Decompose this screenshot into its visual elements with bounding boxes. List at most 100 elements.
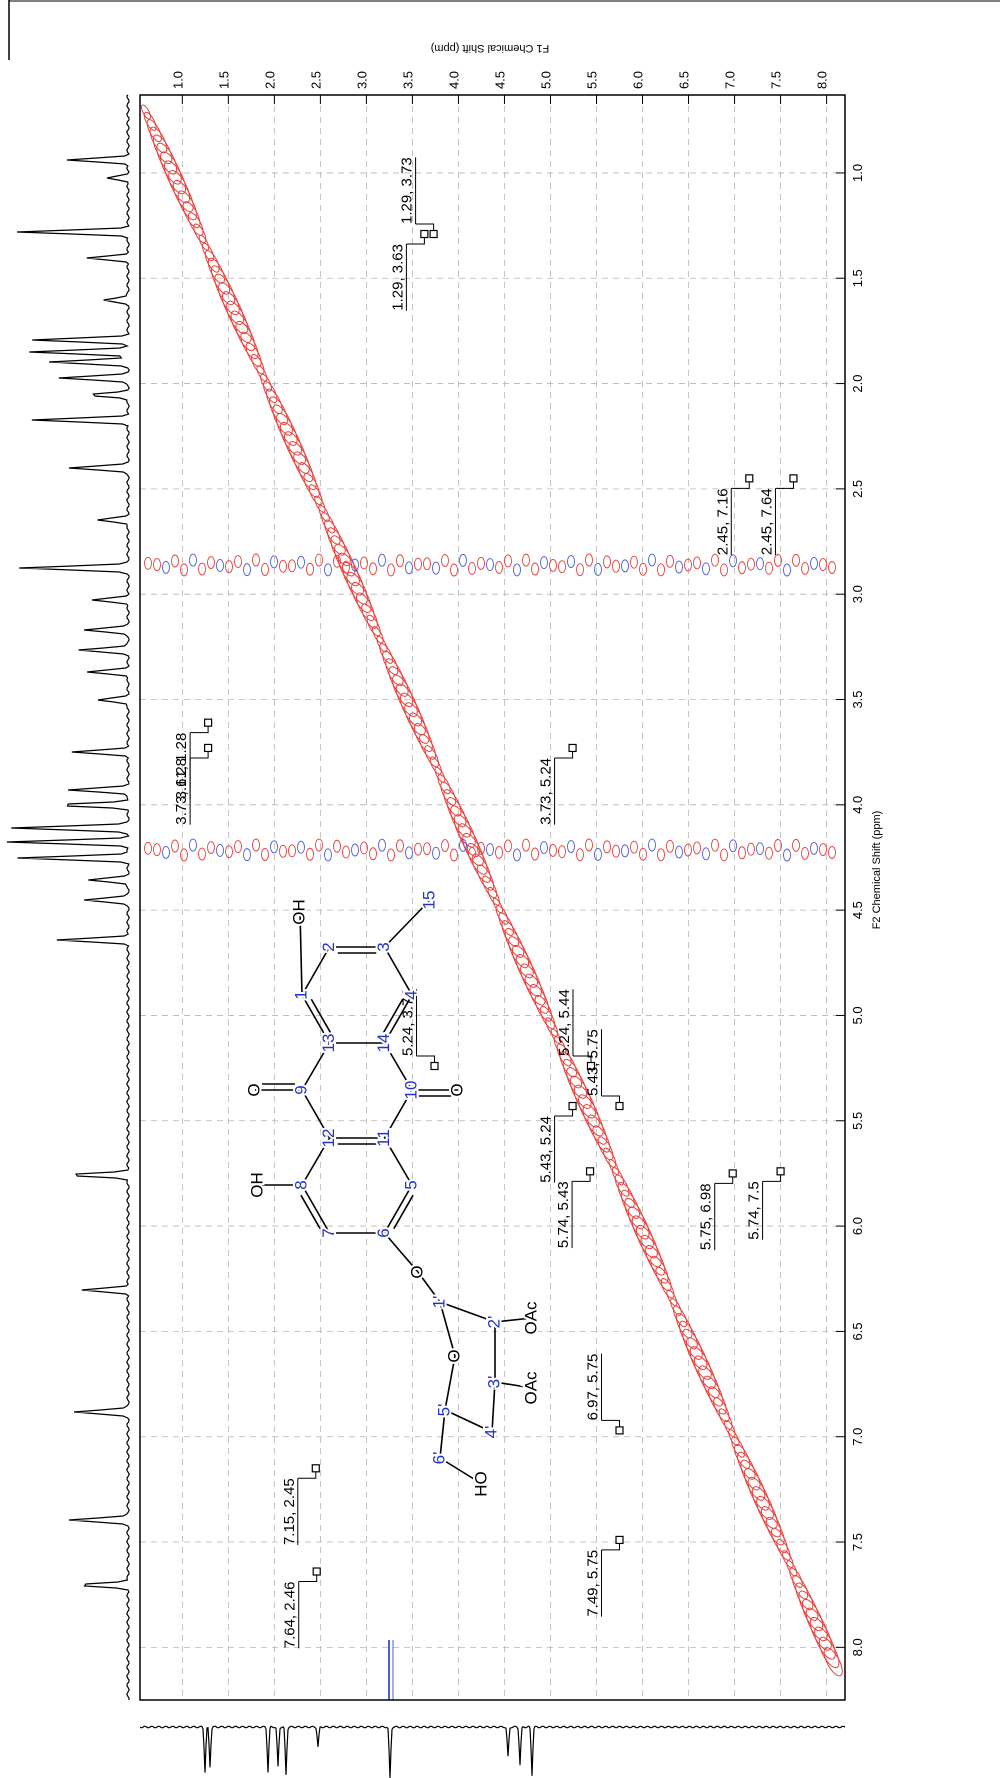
solvent-contour — [621, 844, 629, 858]
atom-number: 10 — [401, 1081, 420, 1100]
solvent-contour — [639, 847, 647, 861]
solvent-contour — [612, 844, 620, 858]
diagonal-contour — [751, 1486, 774, 1520]
solvent-contour — [801, 846, 809, 860]
diagonal-contour — [408, 712, 430, 744]
solvent-contour — [306, 562, 314, 576]
atom-number: 4 — [401, 990, 420, 999]
bond — [444, 1355, 456, 1411]
diagonal-contour — [693, 1355, 716, 1390]
solvent-contour — [180, 848, 188, 862]
solvent-contour — [225, 560, 233, 574]
diagonal-contour — [182, 201, 201, 229]
diagonal-contour — [201, 242, 215, 262]
diagonal-contour — [781, 1550, 794, 1568]
cross-peak — [586, 1061, 596, 1071]
solvent-contour — [729, 839, 737, 853]
peak-label: 5.74, 7.5 — [746, 1181, 763, 1239]
solvent-contour — [522, 553, 530, 567]
peak-label: 1.29, 3.63 — [389, 244, 406, 311]
solvent-contour — [648, 553, 656, 567]
solvent-contour — [459, 553, 467, 567]
diagonal-contour — [578, 1094, 600, 1128]
solvent-contour — [243, 563, 251, 577]
solvent-contour — [396, 839, 404, 853]
solvent-contour — [270, 840, 278, 854]
solvent-contour — [396, 554, 404, 568]
peak-label: 5.74, 5.43 — [555, 1181, 572, 1248]
diagonal-contour — [341, 561, 365, 596]
solvent-contour — [189, 838, 197, 852]
solvent-contour — [522, 838, 530, 852]
atom-number: 2 — [319, 942, 338, 951]
x-tick-label: 7.0 — [723, 71, 738, 89]
cross-peak — [789, 474, 798, 483]
peak-label: 5.43, 5.24 — [538, 1116, 555, 1183]
solvent-contour — [639, 562, 647, 576]
bond — [383, 1184, 413, 1234]
bond — [299, 911, 303, 996]
solvent-contour — [297, 840, 305, 854]
atom-number: 1 — [291, 990, 310, 999]
solvent-contour — [252, 553, 260, 567]
atom-label: OH — [289, 899, 308, 925]
cross-peak — [204, 718, 213, 727]
peak-label: 5.24, 5.44 — [556, 989, 573, 1056]
diagonal-contour — [288, 441, 310, 474]
bond — [301, 1089, 331, 1139]
diagonal-contour — [251, 353, 265, 375]
solvent-contour — [486, 843, 494, 857]
solvent-contour — [630, 840, 638, 854]
solvent-contour — [441, 839, 449, 852]
diagonal-contour — [314, 495, 326, 513]
diagonal-contour — [193, 223, 207, 244]
solvent-contour — [828, 561, 836, 574]
solvent-contour — [585, 553, 593, 567]
solvent-contour — [234, 555, 242, 569]
y-tick-label: 2.5 — [850, 480, 865, 498]
solvent-contour — [144, 556, 152, 570]
x-tick-label: 6.0 — [631, 71, 646, 89]
solvent-contour — [423, 557, 431, 571]
diagonal-contour — [713, 1397, 730, 1423]
diagonal-contour — [573, 1084, 596, 1119]
diagonal-contour — [482, 875, 498, 899]
solvent-contour — [567, 555, 575, 568]
atom-label: O — [444, 1349, 463, 1362]
diagonal-contour — [487, 886, 500, 906]
peak-label: 5.43, 5.75 — [585, 1029, 602, 1096]
peak-label: 7.64, 2.46 — [282, 1582, 299, 1649]
diagonal-contour — [308, 484, 323, 506]
cross-peak — [420, 229, 429, 239]
cross-peak — [204, 743, 213, 753]
solvent-contour — [216, 843, 224, 857]
solvent-contour — [612, 559, 620, 573]
solvent-contour — [171, 839, 179, 853]
solvent-contour — [531, 562, 539, 576]
y-tick-label: 1.5 — [850, 269, 865, 287]
solvent-contour — [450, 563, 458, 577]
solvent-contour — [171, 554, 179, 568]
diagonal-contour — [284, 431, 307, 465]
solvent-contour — [747, 842, 755, 856]
background-layer — [6, 94, 846, 1778]
cross-peak — [728, 1169, 737, 1178]
cross-peak — [745, 474, 754, 483]
cross-peak — [776, 1167, 785, 1176]
f1-projection-trace — [139, 1725, 846, 1778]
diagonal-contour — [361, 603, 378, 629]
solvent-contour — [342, 845, 350, 859]
solvent-contour — [261, 848, 269, 861]
atom-number: 7 — [319, 1228, 338, 1237]
bond — [393, 1194, 414, 1230]
diagonal-contour — [587, 1114, 608, 1145]
bond — [383, 1042, 413, 1091]
diagonal-contour — [221, 291, 244, 325]
diagonal-contour — [298, 462, 317, 491]
x-tick-label: 3.0 — [354, 71, 369, 89]
peak-label: 3.73, 5.24 — [538, 758, 555, 825]
solvent-contour — [702, 562, 710, 576]
atom-number: 5 — [401, 1180, 420, 1189]
solvent-contour — [243, 848, 251, 862]
